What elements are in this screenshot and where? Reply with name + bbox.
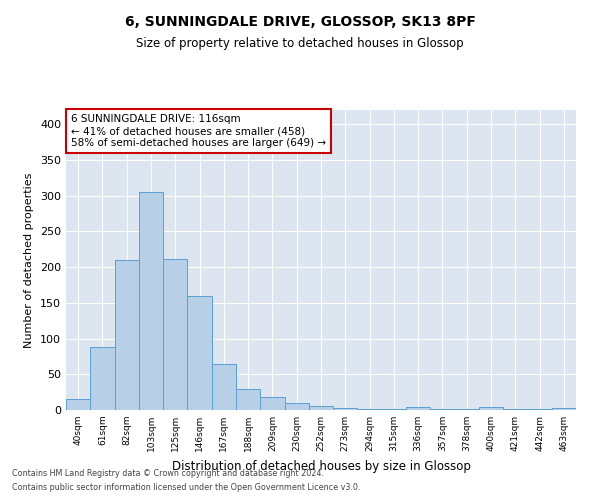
Bar (66, 400, 90, 410)
Bar (115, 260, 139, 410)
X-axis label: Distribution of detached houses by size in Glossop: Distribution of detached houses by size … (172, 460, 470, 472)
Bar (260, 397, 284, 410)
Bar (212, 364, 236, 410)
Y-axis label: Number of detached properties: Number of detached properties (25, 172, 34, 348)
Text: Contains public sector information licensed under the Open Government Licence v3: Contains public sector information licen… (12, 484, 361, 492)
Bar (187, 296, 212, 410)
Text: 6, SUNNINGDALE DRIVE, GLOSSOP, SK13 8PF: 6, SUNNINGDALE DRIVE, GLOSSOP, SK13 8PF (125, 15, 475, 29)
Text: Size of property relative to detached houses in Glossop: Size of property relative to detached ho… (136, 38, 464, 51)
Bar (163, 258, 187, 410)
Bar (406, 407, 430, 410)
Bar (236, 388, 260, 410)
Bar (333, 408, 358, 410)
Text: 6 SUNNINGDALE DRIVE: 116sqm
← 41% of detached houses are smaller (458)
58% of se: 6 SUNNINGDALE DRIVE: 116sqm ← 41% of det… (71, 114, 326, 148)
Bar (552, 408, 576, 410)
Bar (90, 347, 115, 410)
Bar (284, 403, 309, 410)
Text: Contains HM Land Registry data © Crown copyright and database right 2024.: Contains HM Land Registry data © Crown c… (12, 468, 324, 477)
Bar (479, 407, 503, 410)
Bar (358, 408, 382, 410)
Bar (309, 406, 333, 410)
Bar (139, 192, 163, 410)
